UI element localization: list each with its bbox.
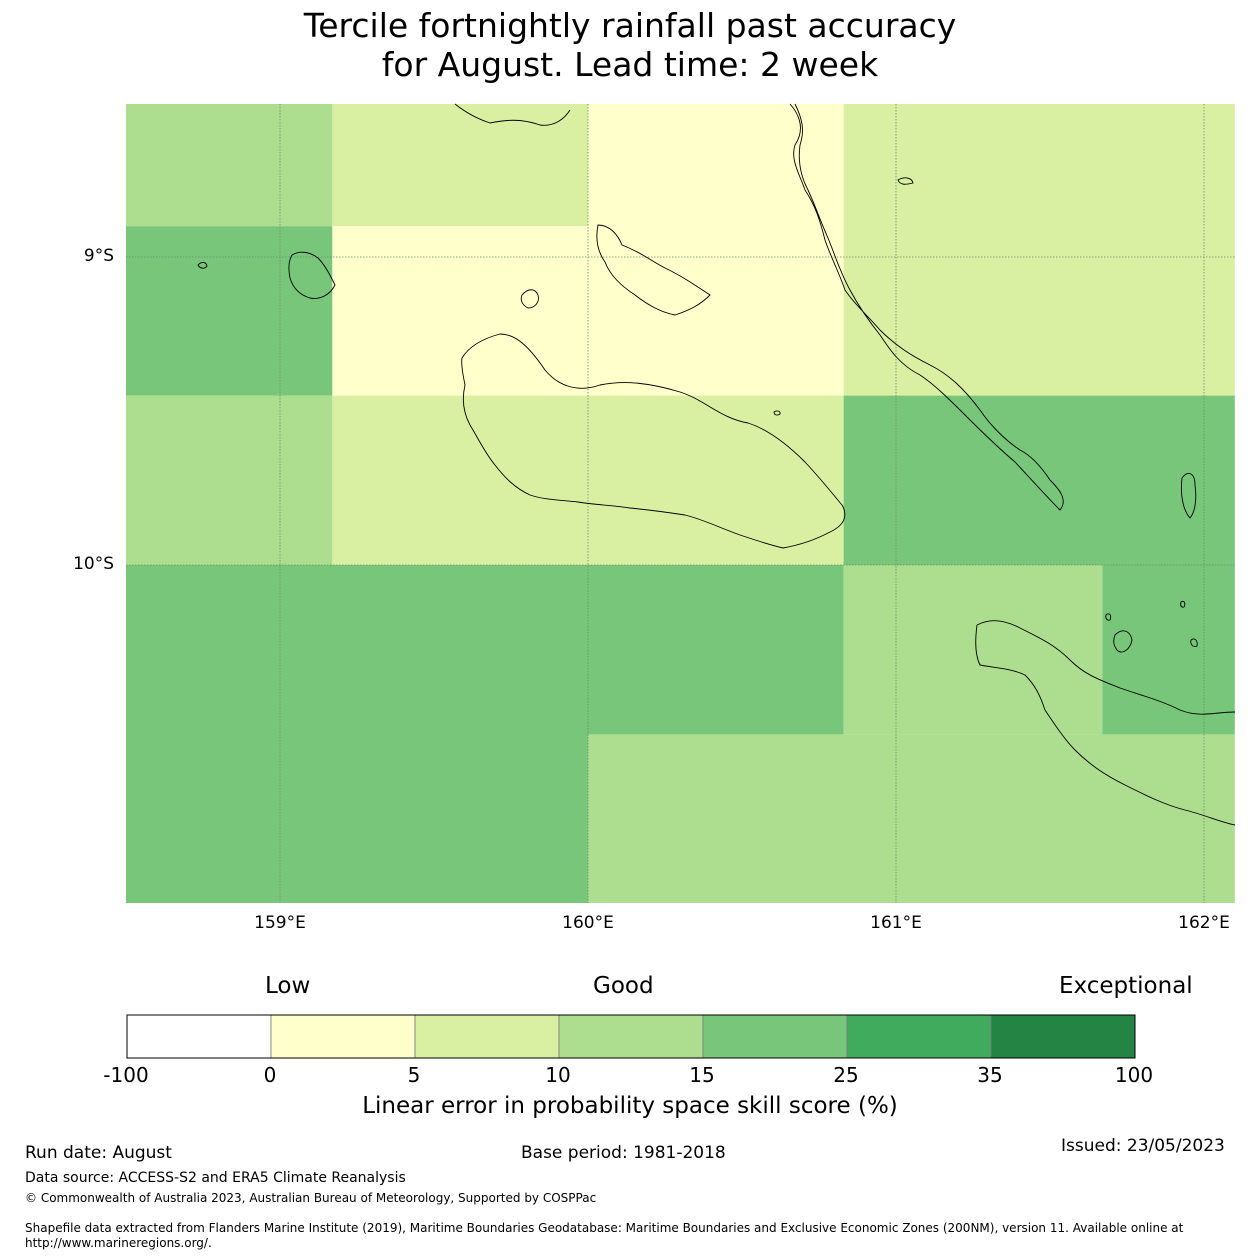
grid-cell [843,104,1235,396]
grid-cell [1102,565,1235,735]
coastline-russell-islands [288,251,336,299]
coastline-small-island [520,289,539,309]
legend-category-exceptional: Exceptional [1059,973,1193,999]
colorbar-segment [270,1014,416,1059]
lon-label-161e: 161°E [870,913,922,933]
coastline-islet-north [897,177,914,185]
coastline-malaita [454,103,1064,511]
legend-tick: -100 [103,1063,149,1087]
issued-date: Issued: 23/05/2023 [1061,1136,1225,1156]
coastline-makira [975,620,1236,826]
coastline-islet-se2 [1105,613,1112,621]
grid-cell [588,565,844,735]
coastlines [197,103,1236,826]
colorbar-segment [414,1014,560,1059]
lon-label-160e: 160°E [562,913,614,933]
grid-cell [126,104,333,227]
skill-score-map [126,103,1236,903]
grid-cells [126,104,1235,903]
grid-cell [843,395,1235,565]
grid-cell [843,565,1103,735]
colorbar-segment [702,1014,848,1059]
legend-tick: 0 [263,1063,277,1087]
colorbar-segment [126,1014,272,1059]
legend-tick: 35 [977,1063,1003,1087]
grid-cell [588,104,844,396]
coastline-eastern-island [1180,473,1197,519]
lon-label-159e: 159°E [254,913,306,933]
legend-tick: 25 [833,1063,859,1087]
coastline-small-islet [197,262,208,269]
colorbar-segment [558,1014,704,1059]
legend-category-good: Good [593,973,654,999]
legend-tick: 15 [689,1063,715,1087]
grid-cell [126,395,333,565]
legend-colorbar [126,1014,1136,1059]
chart-title-line1: Tercile fortnightly rainfall past accura… [303,6,957,45]
copyright-notice: © Commonwealth of Australia 2023, Austra… [25,1191,597,1205]
colorbar-segment [846,1014,992,1059]
coastline-guadalcanal [461,333,846,549]
legend-tick: 5 [407,1063,421,1087]
legend-tick: 10 [545,1063,571,1087]
coastline-nggela [596,224,711,316]
colorbar-segment [990,1014,1136,1059]
coastline-islet-se4 [1190,638,1198,647]
lat-label-10s: 10°S [73,554,114,574]
shapefile-credit-line2: http://www.marineregions.org/. [25,1236,212,1250]
chart-title-line2: for August. Lead time: 2 week [381,45,879,84]
data-source: Data source: ACCESS-S2 and ERA5 Climate … [25,1170,406,1186]
run-date: Run date: August [25,1143,172,1163]
legend-title: Linear error in probability space skill … [362,1093,898,1119]
coastline-islet-east [773,410,781,416]
grid-cell [126,565,588,903]
base-period: Base period: 1981-2018 [521,1143,726,1163]
coastline-islet-se3 [1180,600,1186,608]
grid-cell [332,226,588,396]
legend-category-low: Low [265,973,311,999]
legend-tick: 100 [1114,1063,1154,1087]
shapefile-credit-line1: Shapefile data extracted from Flanders M… [25,1221,1184,1235]
grid-cell [588,734,1235,903]
lat-label-9s: 9°S [83,246,114,266]
grid-cell [332,104,588,227]
coastline-islet-se1 [1113,630,1133,653]
grid-cell [126,226,333,396]
lon-label-162e: 162°E [1178,913,1230,933]
colorbar-border [126,1014,1136,1059]
